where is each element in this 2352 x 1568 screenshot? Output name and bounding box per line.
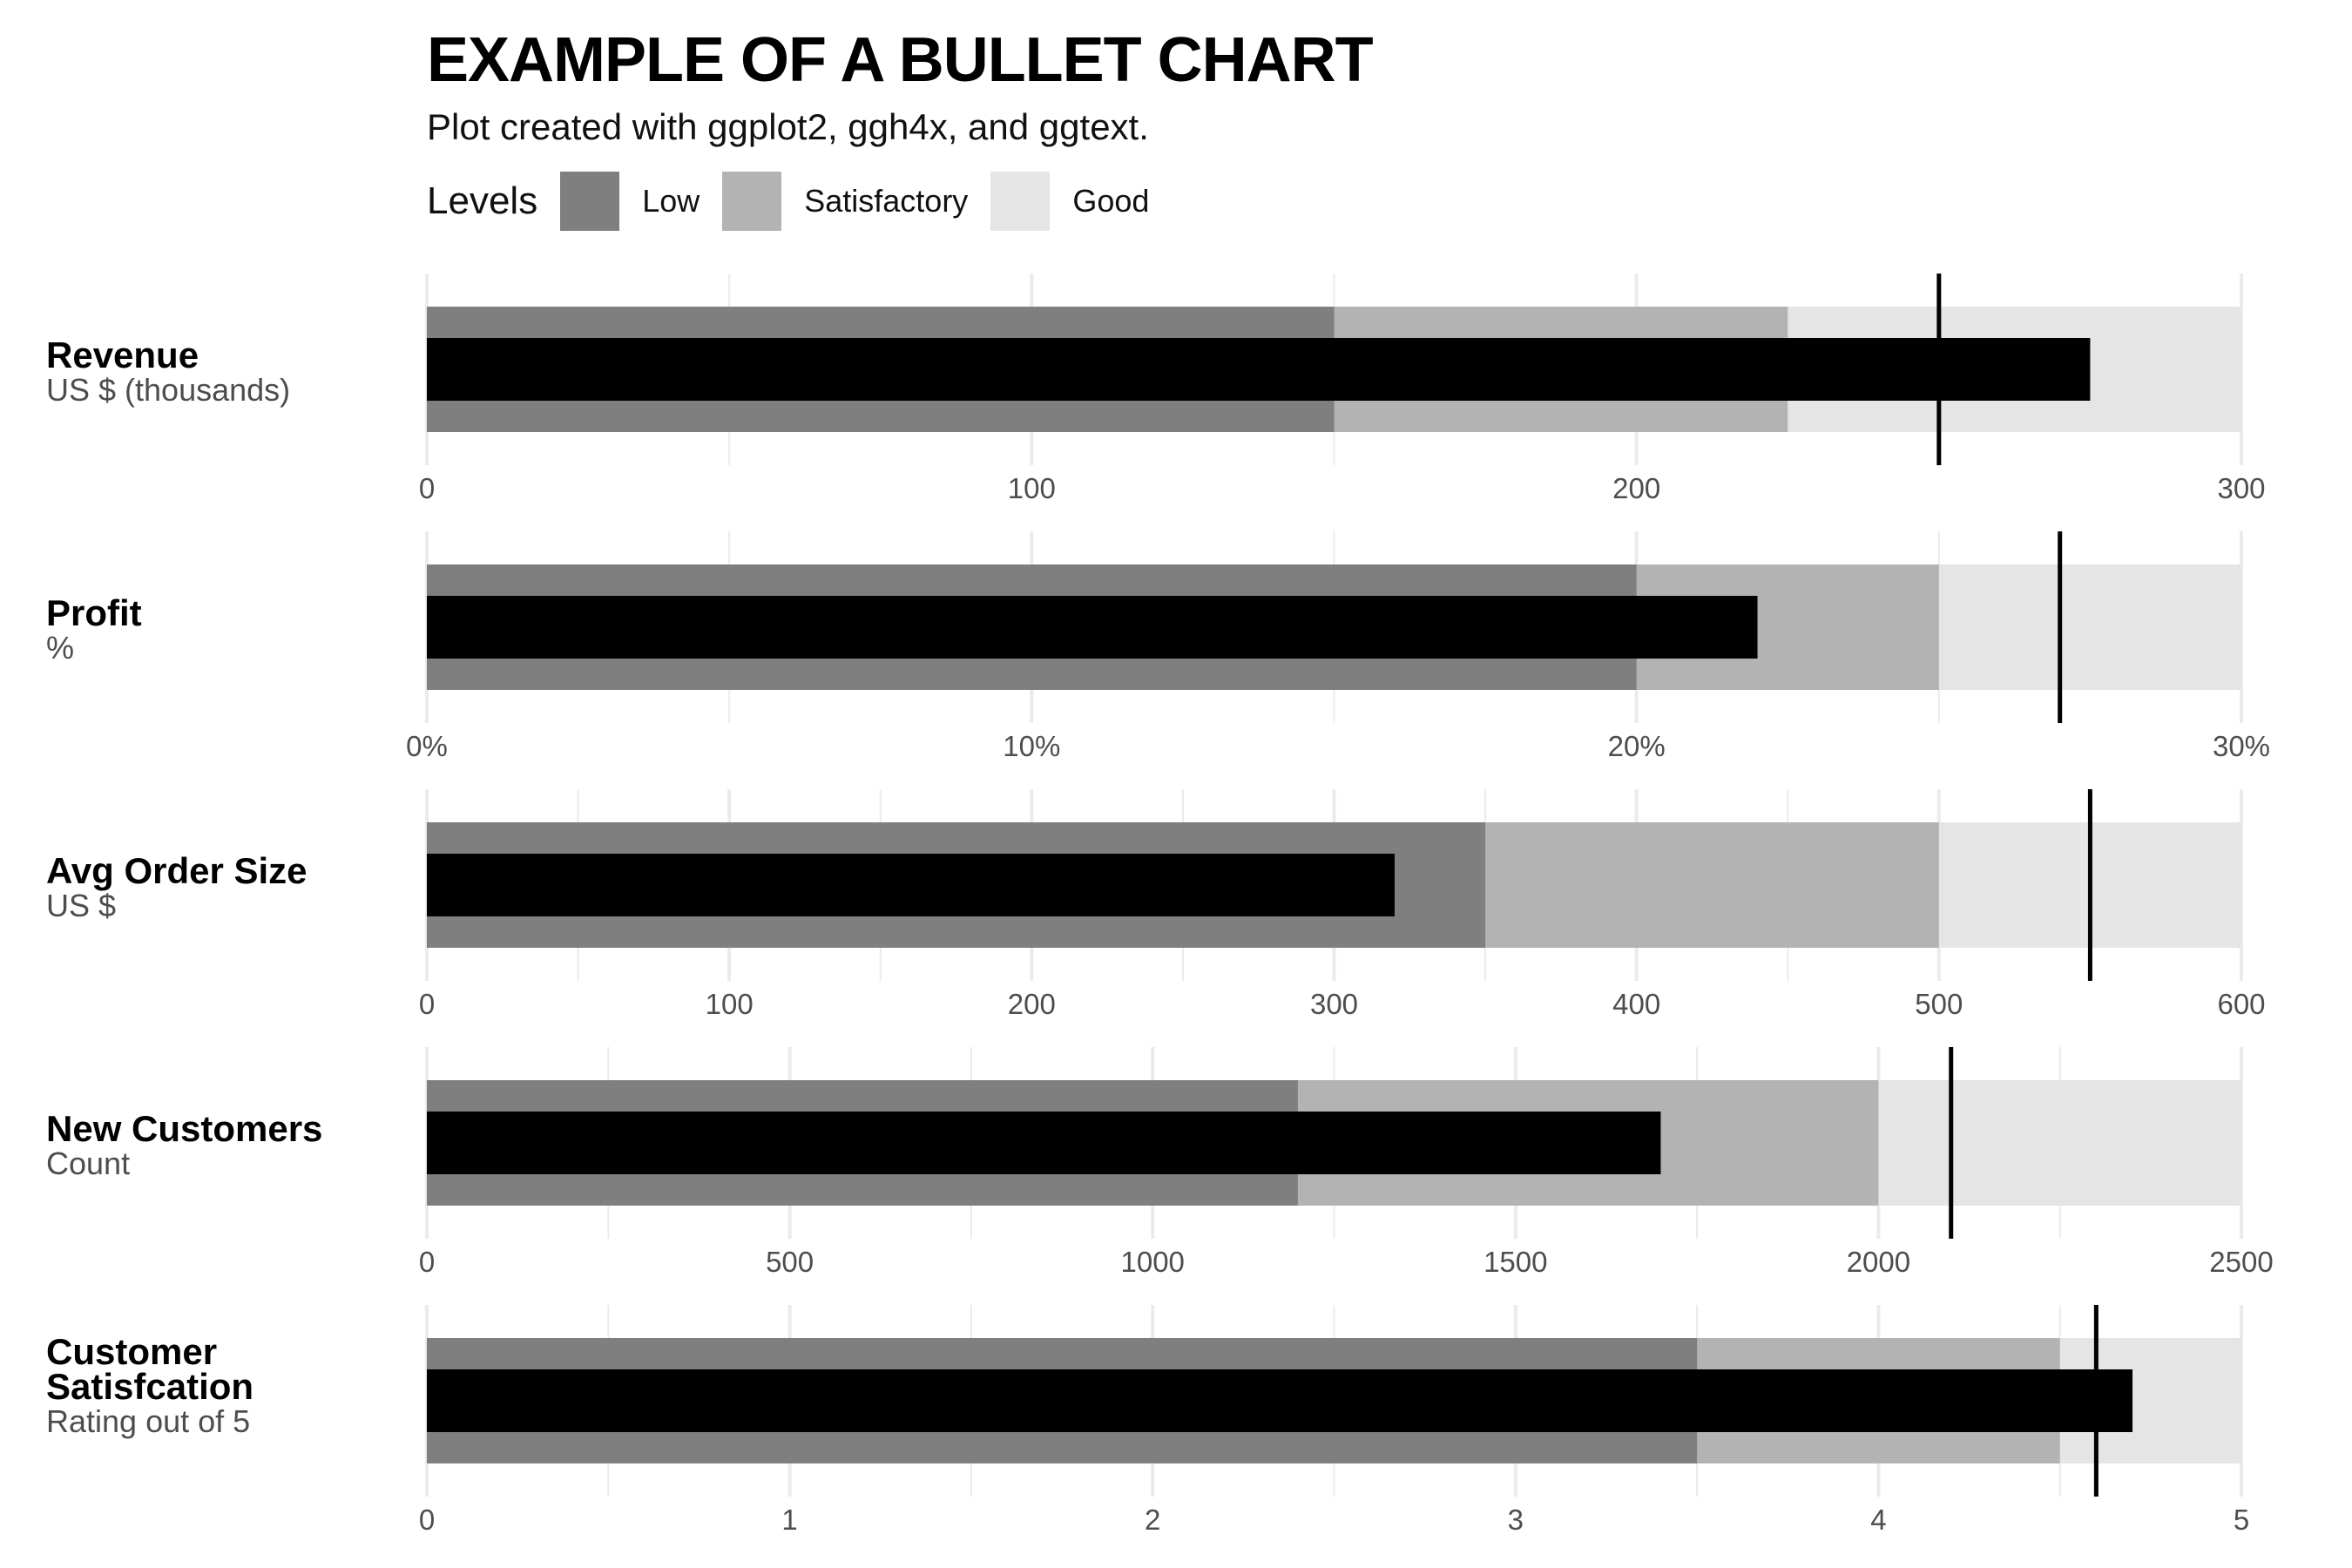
tick-label: 1000 [1120,1246,1184,1278]
row-subtitle: Rating out of 5 [46,1403,250,1439]
legend: Levels Low Satisfactory Good [427,171,1172,232]
legend-item-low: Low [560,172,700,231]
value-bar [427,854,1395,916]
tick-label: 400 [1612,988,1660,1020]
legend-label-low: Low [642,183,700,219]
value-bar [427,1112,1661,1174]
row-subtitle: US $ (thousands) [46,372,290,408]
value-bar [427,596,1758,659]
tick-label: 2000 [1847,1246,1910,1278]
tick-label: 0 [419,472,435,504]
tick-label: 30% [2213,730,2270,762]
tick-label: 2500 [2209,1246,2273,1278]
tick-label: 0% [406,730,448,762]
tick-label: 300 [1310,988,1358,1020]
row-title: Profit [46,592,142,633]
value-bar [427,1369,2133,1432]
tick-label: 300 [2217,472,2265,504]
legend-key-satisfactory [722,172,782,231]
chart-title: EXAMPLE OF A BULLET CHART [427,25,1374,95]
tick-label: 200 [1612,472,1660,504]
legend-key-good [990,172,1051,231]
tick-label: 200 [1008,988,1056,1020]
legend-item-satisfactory: Satisfactory [722,172,968,231]
row-title: Satisfcation [46,1366,253,1407]
tick-label: 500 [766,1246,814,1278]
tick-label: 1500 [1484,1246,1547,1278]
tick-label: 100 [1008,472,1056,504]
tick-label: 1 [781,1504,797,1536]
row-title: Revenue [46,335,199,375]
legend-label-good: Good [1072,183,1150,219]
legend-label-satisfactory: Satisfactory [804,183,969,219]
tick-label: 0 [419,988,435,1020]
value-bar [427,338,2091,401]
legend-key-low [560,172,620,231]
tick-label: 500 [1915,988,1963,1020]
tick-label: 3 [1508,1504,1524,1536]
tick-label: 0 [419,1504,435,1536]
chart-subtitle: Plot created with ggplot2, ggh4x, and gg… [427,106,1149,147]
tick-label: 4 [1870,1504,1886,1536]
tick-label: 5 [2234,1504,2249,1536]
tick-label: 600 [2217,988,2265,1020]
tick-label: 2 [1145,1504,1160,1536]
legend-title: Levels [427,179,538,222]
row-title: New Customers [46,1108,322,1149]
bullet-row-1: 0% 10% 20% 30% Profit% [46,531,2270,762]
tick-label: 10% [1003,730,1060,762]
row-title: Avg Order Size [46,850,308,891]
row-subtitle: % [46,630,74,666]
tick-label: 100 [706,988,754,1020]
legend-item-good: Good [990,172,1149,231]
tick-label: 20% [1608,730,1666,762]
row-title: Customer [46,1331,217,1372]
row-subtitle: US $ [46,888,116,923]
row-subtitle: Count [46,1146,130,1181]
tick-label: 0 [419,1246,435,1278]
